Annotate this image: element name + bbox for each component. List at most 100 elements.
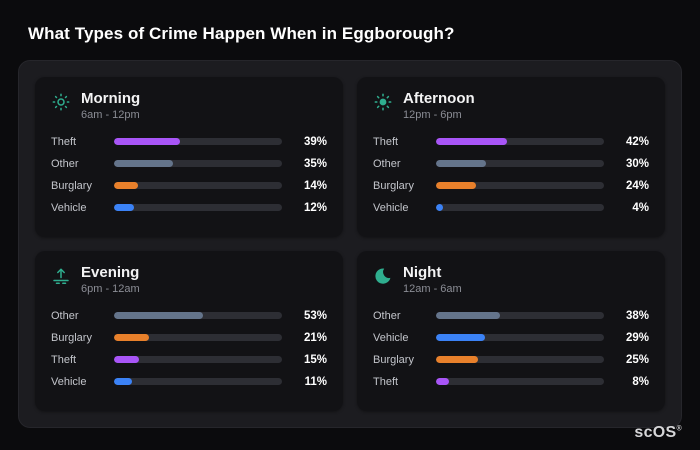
crime-label: Other	[51, 309, 79, 322]
card-morning: Morning 6am - 12pm Theft 39% Other 35% Burgl…	[35, 77, 343, 237]
bar-rows: Other 38% Vehicle 29% Burglary 25% Theft 8%	[373, 309, 649, 388]
crime-label: Vehicle	[373, 201, 409, 214]
crime-percent: 8%	[632, 375, 649, 388]
crime-row: Other 53%	[51, 309, 327, 322]
card-title: Night	[403, 264, 442, 281]
crime-label: Theft	[51, 135, 77, 148]
crime-row: Vehicle 12%	[51, 201, 327, 214]
crime-row: Burglary 24%	[373, 179, 649, 192]
bar-track	[436, 160, 604, 168]
registered-mark: ®	[676, 425, 682, 433]
crime-percent: 4%	[632, 201, 649, 214]
crime-label: Vehicle	[373, 331, 409, 344]
bar-rows: Other 53% Burglary 21% Theft 15% Vehicle 11%	[51, 309, 327, 388]
card-heading: Evening 6pm - 12am	[81, 264, 140, 295]
sun-icon	[373, 92, 393, 112]
crime-label: Burglary	[51, 331, 92, 344]
bar-fill	[114, 334, 150, 342]
bar-fill	[436, 160, 487, 168]
bar-fill	[114, 160, 173, 168]
bar-track	[436, 204, 604, 212]
bar-fill	[114, 204, 135, 212]
bar-track	[114, 356, 282, 364]
bar-track	[114, 182, 282, 190]
crime-label: Burglary	[51, 179, 92, 192]
page-title: What Types of Crime Happen When in Eggbo…	[28, 24, 455, 43]
crime-label: Other	[373, 309, 401, 322]
card-header: Afternoon 12pm - 6pm	[373, 90, 649, 121]
crime-percent: 39%	[303, 135, 327, 148]
crime-percent: 42%	[625, 135, 649, 148]
crime-row: Other 30%	[373, 157, 649, 170]
card-title: Evening	[81, 264, 140, 281]
card-title: Morning	[81, 90, 141, 107]
bar-track	[436, 334, 604, 342]
bar-fill	[436, 204, 443, 212]
bar-fill	[114, 312, 204, 320]
bar-track	[436, 182, 604, 190]
bar-track	[114, 204, 282, 212]
card-title: Afternoon	[403, 90, 475, 107]
card-header: Night 12am - 6am	[373, 264, 649, 295]
crime-row: Other 38%	[373, 309, 649, 322]
bar-track	[436, 312, 604, 320]
card-subtitle: 12pm - 6pm	[403, 109, 462, 122]
crime-row: Theft 39%	[51, 135, 327, 148]
card-subtitle: 6am - 12pm	[81, 109, 140, 122]
bar-fill	[436, 312, 500, 320]
crime-percent: 11%	[304, 375, 327, 388]
brand-text: scOS	[634, 424, 677, 441]
bar-track	[114, 378, 282, 386]
bar-fill	[436, 378, 450, 386]
crime-row: Vehicle 11%	[51, 375, 327, 388]
card-night: Night 12am - 6am Other 38% Vehicle 29% Burgl…	[357, 251, 665, 411]
crime-label: Theft	[373, 375, 399, 388]
card-heading: Afternoon 12pm - 6pm	[403, 90, 475, 121]
card-header: Evening 6pm - 12am	[51, 264, 327, 295]
bar-track	[436, 378, 604, 386]
bar-rows: Theft 42% Other 30% Burglary 24% Vehicle 4%	[373, 135, 649, 214]
crime-percent: 14%	[303, 179, 327, 192]
bar-track	[114, 160, 282, 168]
bar-rows: Theft 39% Other 35% Burglary 14% Vehicle 12%	[51, 135, 327, 214]
charts-panel: Morning 6am - 12pm Theft 39% Other 35% Burgl…	[18, 60, 682, 428]
bar-track	[114, 334, 282, 342]
crime-row: Theft 8%	[373, 375, 649, 388]
crime-label: Vehicle	[51, 201, 87, 214]
crime-percent: 30%	[625, 157, 649, 170]
bar-track	[436, 138, 604, 146]
bar-fill	[436, 182, 477, 190]
bar-fill	[436, 334, 485, 342]
bar-fill	[436, 138, 507, 146]
card-header: Morning 6am - 12pm	[51, 90, 327, 121]
crime-percent: 25%	[625, 353, 649, 366]
crime-row: Burglary 21%	[51, 331, 327, 344]
card-subtitle: 6pm - 12am	[81, 283, 140, 296]
crime-label: Other	[51, 157, 79, 170]
bar-track	[114, 312, 282, 320]
crime-label: Burglary	[373, 353, 414, 366]
moon-icon	[373, 266, 393, 286]
crime-row: Theft 15%	[51, 353, 327, 366]
card-heading: Morning 6am - 12pm	[81, 90, 140, 121]
crime-row: Theft 42%	[373, 135, 649, 148]
crime-percent: 21%	[303, 331, 327, 344]
card-heading: Night 12am - 6am	[403, 264, 462, 295]
card-subtitle: 12am - 6am	[403, 283, 462, 296]
bar-track	[436, 356, 604, 364]
sunset-icon	[51, 266, 71, 286]
crime-percent: 53%	[303, 309, 327, 322]
crime-percent: 15%	[303, 353, 327, 366]
crime-label: Burglary	[373, 179, 414, 192]
crime-percent: 29%	[625, 331, 649, 344]
crime-row: Vehicle 29%	[373, 331, 649, 344]
crime-percent: 38%	[625, 309, 649, 322]
crime-percent: 35%	[303, 157, 327, 170]
crime-percent: 24%	[625, 179, 649, 192]
crime-label: Theft	[373, 135, 399, 148]
card-afternoon: Afternoon 12pm - 6pm Theft 42% Other 30% Bur…	[357, 77, 665, 237]
bar-fill	[114, 182, 138, 190]
bar-fill	[114, 378, 133, 386]
bar-fill	[114, 138, 180, 146]
